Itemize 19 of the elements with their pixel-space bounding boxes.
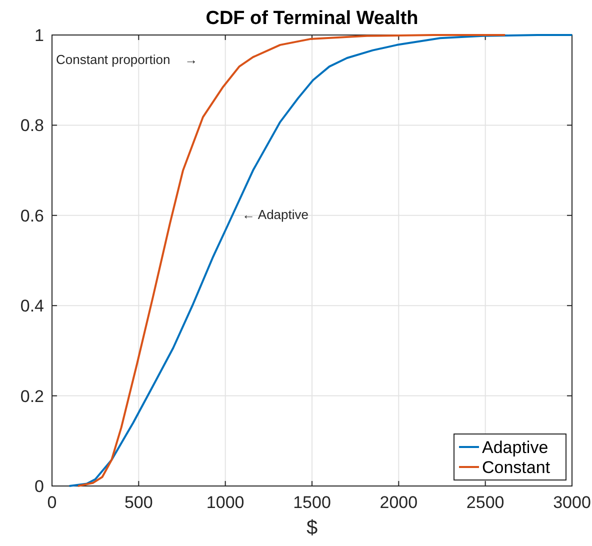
x-tick-label: 3000 <box>553 493 591 512</box>
x-axis-title: $ <box>306 517 318 539</box>
y-tick-label: 1 <box>34 26 44 45</box>
x-tick-label: 500 <box>124 493 153 512</box>
x-tick-label: 2000 <box>380 493 418 512</box>
x-tick-label: 0 <box>47 493 57 512</box>
annotation: Constant proportion → <box>56 52 198 67</box>
y-tick-label: 0.6 <box>20 206 44 226</box>
x-tick-label: 1500 <box>293 493 331 512</box>
y-tick-label: 0.2 <box>20 386 44 406</box>
chart-title: CDF of Terminal Wealth <box>206 8 418 29</box>
legend-label: Adaptive <box>482 438 548 457</box>
annotation: ← Adaptive <box>242 207 308 222</box>
y-tick-label: 0.8 <box>20 116 44 136</box>
y-tick-label: 0.4 <box>20 296 44 316</box>
x-tick-label: 2500 <box>466 493 504 512</box>
x-tick-label: 1000 <box>206 493 244 512</box>
y-tick-label: 0 <box>34 477 44 496</box>
legend-label: Constant <box>482 458 550 477</box>
